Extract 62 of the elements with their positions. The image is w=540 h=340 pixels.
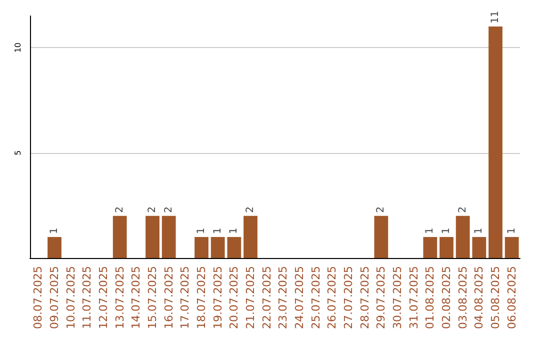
x-tick-label: 05.08.2025 (489, 266, 502, 330)
bar (112, 216, 127, 258)
x-tick-label: 30.07.2025 (391, 266, 404, 330)
bar (162, 216, 176, 258)
bar (423, 236, 438, 258)
x-tick-label: 03.08.2025 (456, 266, 470, 330)
x-tick-label: 10.07.2025 (64, 266, 78, 330)
x-tick-label: 06.08.2025 (505, 266, 518, 330)
data-label: 1 (212, 228, 224, 234)
x-tick-label: 28.07.2025 (358, 266, 372, 330)
bar (374, 216, 388, 258)
data-label: 1 (441, 228, 452, 234)
x-tick-label: 12.07.2025 (97, 266, 110, 330)
data-label: 1 (506, 228, 518, 234)
y-tick-label: 5 (14, 150, 22, 156)
x-tick-label: 02.08.2025 (440, 266, 453, 330)
x-tick-label: 22.07.2025 (260, 266, 274, 330)
data-label: 2 (376, 206, 387, 213)
x-tick-label: 20.07.2025 (228, 266, 241, 330)
x-tick-label: 15.07.2025 (146, 266, 159, 330)
data-label: 2 (147, 206, 158, 213)
x-tick-label: 31.07.2025 (407, 266, 420, 330)
bar (472, 236, 486, 258)
data-label: 1 (424, 228, 436, 234)
data-label: 2 (163, 206, 174, 213)
data-label: 1 (474, 228, 485, 234)
x-tick-label: 21.07.2025 (244, 266, 257, 330)
x-tick-label: 27.07.2025 (342, 266, 355, 330)
x-tick-label: 08.07.2025 (32, 266, 45, 330)
x-tick-label: 23.07.2025 (276, 266, 290, 330)
x-tick-label: 18.07.2025 (195, 266, 208, 330)
x-tick-label: 14.07.2025 (130, 266, 143, 330)
bar (210, 236, 225, 258)
data-label: 11 (490, 10, 501, 24)
bar (244, 216, 258, 258)
x-tick-label: 25.07.2025 (309, 266, 322, 330)
data-label: 1 (49, 228, 60, 234)
bar (48, 236, 62, 258)
x-tick-label: 13.07.2025 (113, 266, 126, 330)
x-tick-label: 09.07.2025 (48, 266, 61, 330)
bar (146, 216, 160, 258)
x-tick-label: 24.07.2025 (293, 266, 306, 330)
bar (456, 216, 470, 258)
x-tick-label: 19.07.2025 (211, 266, 224, 330)
bar (488, 26, 502, 258)
x-tick-label: 11.07.2025 (80, 266, 94, 330)
data-label: 2 (457, 206, 468, 213)
x-tick-label: 04.08.2025 (472, 266, 486, 330)
data-label: 2 (114, 206, 126, 213)
bar (227, 236, 242, 258)
data-label: 1 (228, 228, 240, 234)
x-tick-label: 26.07.2025 (326, 266, 339, 330)
data-label: 2 (245, 206, 256, 213)
data-label: 1 (196, 228, 207, 234)
x-tick-label: 29.07.2025 (374, 266, 388, 330)
bar (440, 236, 454, 258)
bar (194, 236, 208, 258)
x-tick-label: 16.07.2025 (162, 266, 176, 330)
bar (504, 236, 519, 258)
x-tick-label: 01.08.2025 (424, 266, 437, 330)
y-tick-label: 10 (14, 42, 22, 53)
x-tick-label: 17.07.2025 (178, 266, 192, 330)
